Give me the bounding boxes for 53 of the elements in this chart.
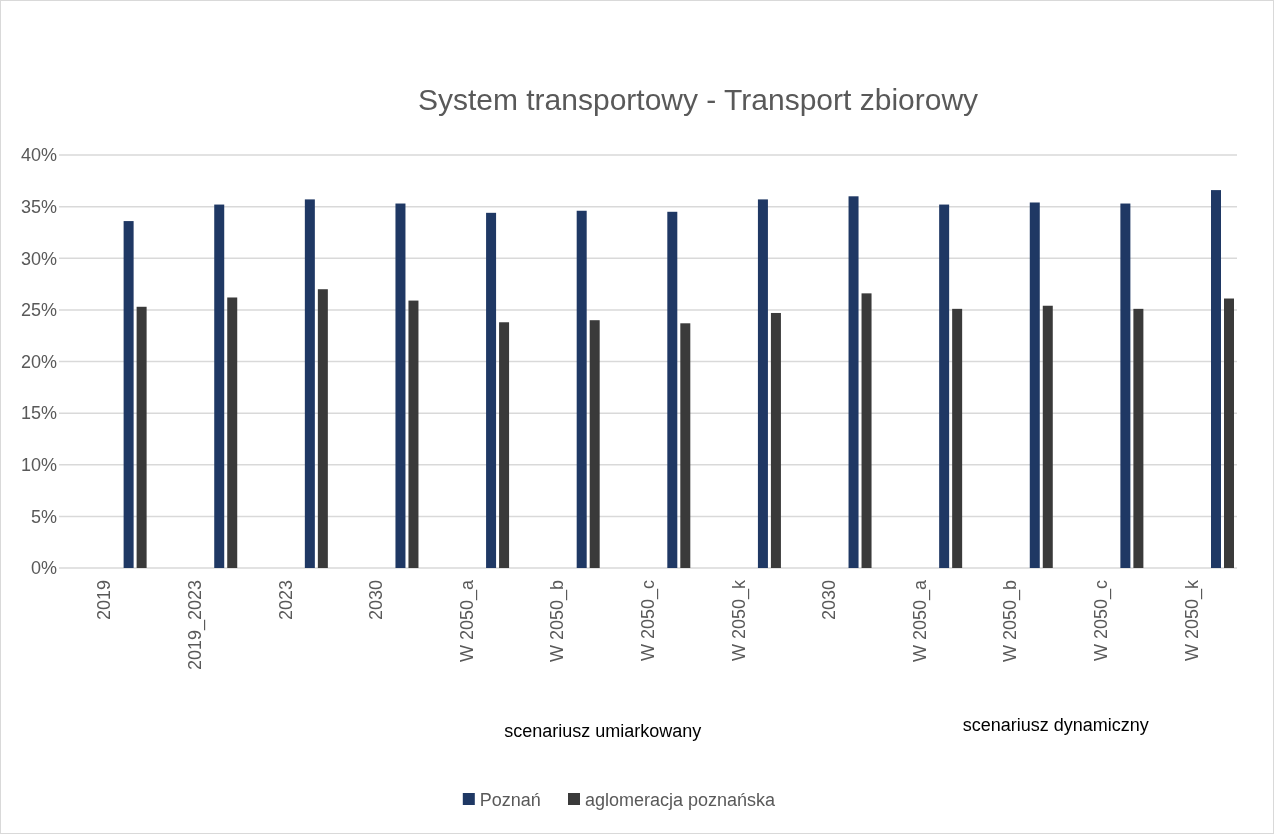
bar: [227, 297, 238, 568]
y-tick-label: 15%: [20, 403, 57, 424]
y-tick-label: 0%: [30, 558, 57, 579]
y-tick-label: 5%: [30, 506, 57, 527]
y-tick-label: 25%: [20, 300, 57, 321]
bar: [1224, 298, 1234, 568]
bar: [861, 293, 872, 568]
bar: [304, 199, 315, 568]
x-tick-label: 2030: [819, 580, 840, 621]
x-tick-label: W 2050_c: [638, 580, 659, 662]
bar: [1029, 202, 1040, 568]
bar: [939, 204, 950, 568]
x-tick-label: W 2050_a: [909, 579, 931, 663]
legend-label: aglomeracja poznańska: [585, 790, 777, 811]
bar: [667, 211, 678, 568]
x-tick-label: W 2050_a: [456, 579, 478, 663]
bar: [1133, 308, 1144, 568]
bar: [770, 312, 781, 568]
bar: [576, 210, 587, 568]
chart-title: System transportowy - Transport zbiorowy: [417, 83, 979, 116]
x-tick-label: W 2050_k: [1181, 579, 1203, 662]
bar: [408, 300, 419, 568]
bar: [136, 306, 147, 568]
y-tick-label: 20%: [20, 351, 57, 372]
x-tick-label: W 2050_b: [1000, 580, 1022, 663]
legend-label: Poznań: [479, 790, 541, 811]
x-tick-label: W 2050_k: [728, 579, 750, 662]
x-tick-label: W 2050_b: [547, 580, 569, 663]
bar: [848, 196, 859, 568]
x-tick-label: 2030: [366, 580, 387, 621]
text: scenariusz dynamiczny: [962, 715, 1149, 735]
x-tick-label: 2019: [94, 580, 115, 621]
x-tick-label: W 2050_c: [1091, 580, 1113, 662]
bar: [499, 322, 510, 568]
bar: [214, 204, 225, 568]
x-tick-label: 2019_2023: [184, 580, 206, 671]
y-tick-label: 35%: [20, 196, 57, 217]
y-tick-label: 40%: [20, 145, 57, 166]
bar: [486, 212, 497, 568]
bar: [1120, 203, 1131, 568]
y-tick-label: 10%: [20, 455, 57, 476]
text: scenariusz umiarkowany: [504, 721, 702, 741]
bar: [123, 221, 134, 568]
bar: [1211, 190, 1221, 568]
bar: [680, 323, 691, 568]
bar: [1042, 305, 1053, 568]
y-tick-label: 30%: [20, 248, 57, 269]
bar: [589, 320, 600, 568]
bar: [317, 289, 328, 568]
bar: [952, 308, 963, 568]
x-tick-label: 2023: [275, 580, 296, 621]
bar: [395, 203, 406, 568]
bar: [757, 199, 768, 568]
